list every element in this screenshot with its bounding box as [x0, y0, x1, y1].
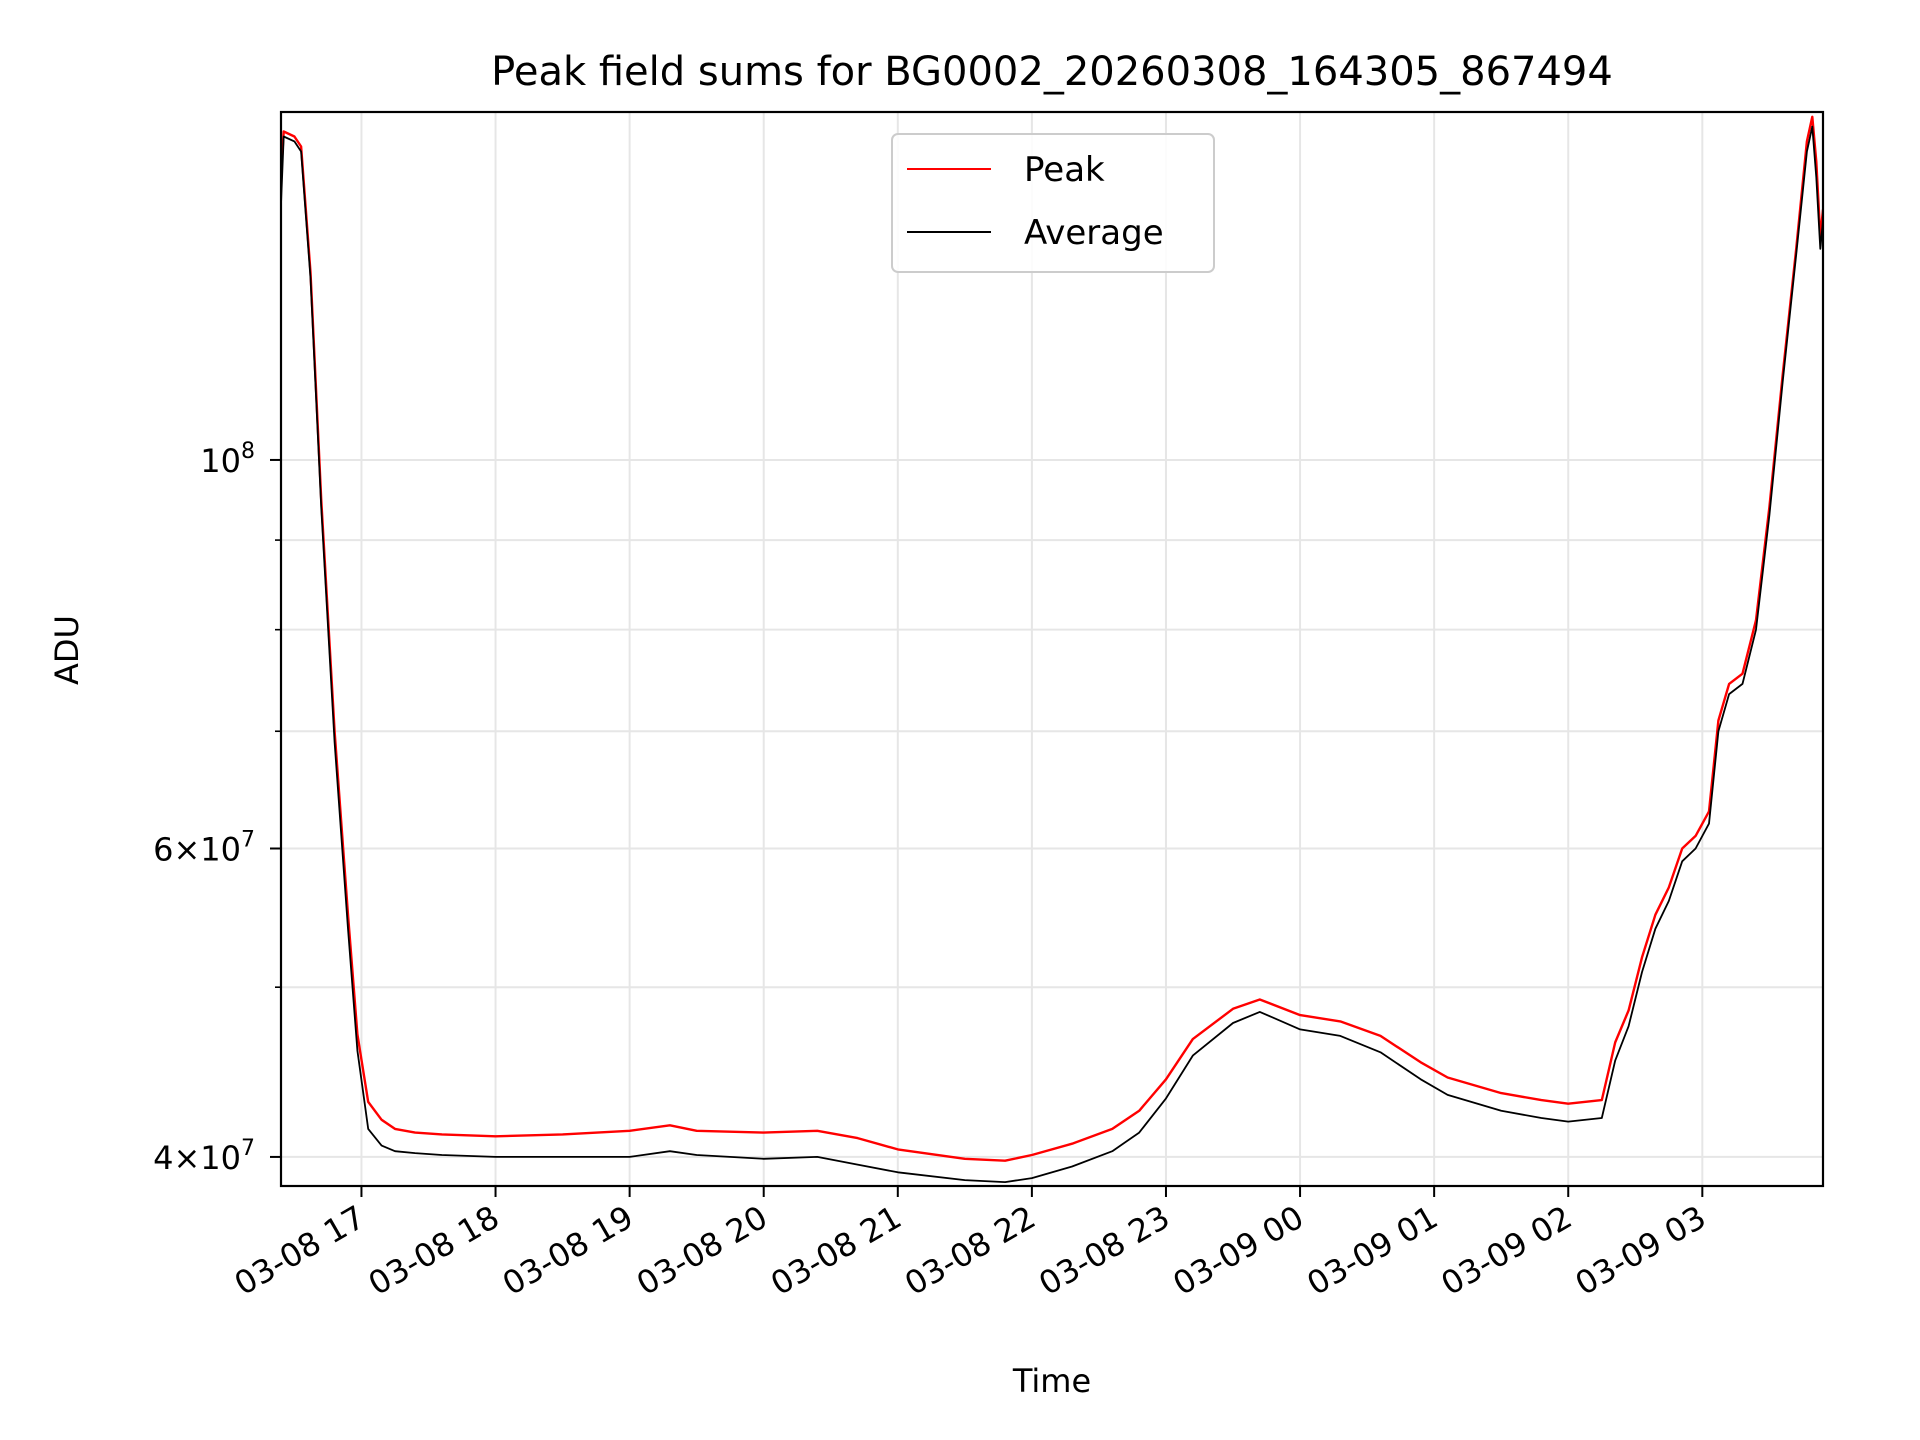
series-line-peak [281, 115, 1823, 1162]
legend-label-peak: Peak [1024, 150, 1105, 190]
series-line-average [281, 125, 1823, 1183]
y-tick-label: 6×107 [153, 828, 255, 869]
chart-title: Peak field sums for BG0002_20260308_1643… [491, 49, 1613, 95]
axes-frame [279, 110, 1825, 1188]
y-tick-label: 108 [200, 439, 255, 480]
legend: Peak Average [891, 133, 1215, 273]
series-group [281, 115, 1823, 1183]
y-tick-label: 4×107 [153, 1136, 255, 1177]
grid [281, 112, 1823, 1186]
y-axis-label: ADU [48, 615, 86, 685]
plot-area [281, 112, 1823, 1186]
y-axis: 4×107 6×107 108 [153, 439, 281, 1177]
x-axis-label: Time [1012, 1362, 1091, 1400]
legend-label-average: Average [1024, 213, 1164, 253]
